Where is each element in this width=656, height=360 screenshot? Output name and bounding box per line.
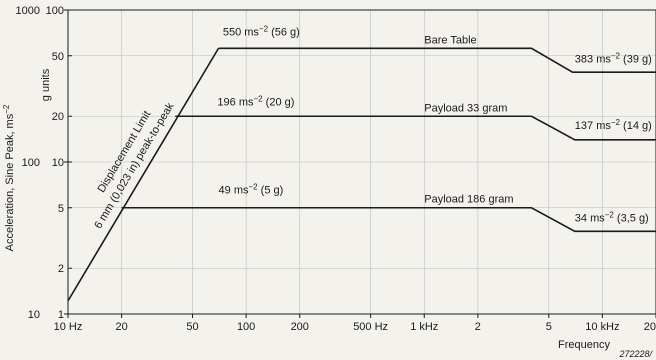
- value-annotation-bt_end: 383 ms−2 (39 g): [575, 52, 652, 66]
- series-line-2: [121, 206, 656, 233]
- x-tick-label: 10 Hz: [54, 321, 83, 333]
- g-tick-label: 50: [52, 51, 64, 63]
- left-tick-label: 10: [28, 309, 40, 321]
- left-tick-label: 1000: [16, 5, 40, 17]
- left-tick-label: 100: [22, 157, 40, 169]
- series-label-1: Payload 33 gram: [424, 102, 507, 114]
- series-line-1: [175, 115, 656, 141]
- value-annotation-p186_flat: 49 ms−2 (5 g): [219, 183, 284, 197]
- x-tick-label: 10 kHz: [585, 321, 619, 333]
- x-axis-label: Frequency: [558, 339, 610, 351]
- g-tick-label: 1: [58, 309, 64, 321]
- g-tick-label: 100: [46, 5, 64, 17]
- x-tick-label: 500 Hz: [353, 321, 388, 333]
- x-tick-label: 100: [237, 321, 255, 333]
- value-annotation-bt_flat: 550 ms−2 (56 g): [223, 24, 300, 38]
- g-tick-label: 20: [52, 111, 64, 123]
- x-tick-label: 50: [186, 321, 198, 333]
- g-tick-label: 5: [58, 203, 64, 215]
- g-tick-label: 10: [52, 157, 64, 169]
- value-annotation-p186_end: 34 ms−2 (3,5 g): [575, 211, 649, 225]
- displacement-limit-amplitude-label: 6 mm (0,023 in) peak-to-peak: [92, 100, 176, 231]
- series-label-0: Bare Table: [424, 35, 476, 47]
- displacement-limit-line: [67, 47, 220, 302]
- series-layer: [67, 47, 656, 302]
- y-axis-label-left: Acceleration, Sine Peak, ms−2: [2, 104, 16, 251]
- series-label-2: Payload 186 gram: [424, 194, 513, 206]
- x-tick-label: 2: [475, 321, 481, 333]
- x-tick-label: 20: [644, 321, 656, 333]
- x-tick-label: 200: [291, 321, 309, 333]
- ticks-layer: 10 Hz 20 50 100 200 500 Hz 1 kHz 2 5 10 kHz 20 1000…: [16, 5, 656, 333]
- x-tick-label: 20: [115, 321, 127, 333]
- grid-layer: [68, 10, 656, 314]
- x-tick-label: 1 kHz: [410, 321, 438, 333]
- y-axis-label-right: g units: [40, 68, 52, 101]
- x-tick-label: 5: [546, 321, 552, 333]
- g-tick-label: 2: [58, 263, 64, 275]
- figure-code: 272228/: [618, 349, 653, 359]
- value-annotation-p33_flat: 196 ms−2 (20 g): [217, 95, 294, 109]
- value-annotation-p33_end: 137 ms−2 (14 g): [575, 118, 652, 132]
- series-line-0: [218, 47, 656, 73]
